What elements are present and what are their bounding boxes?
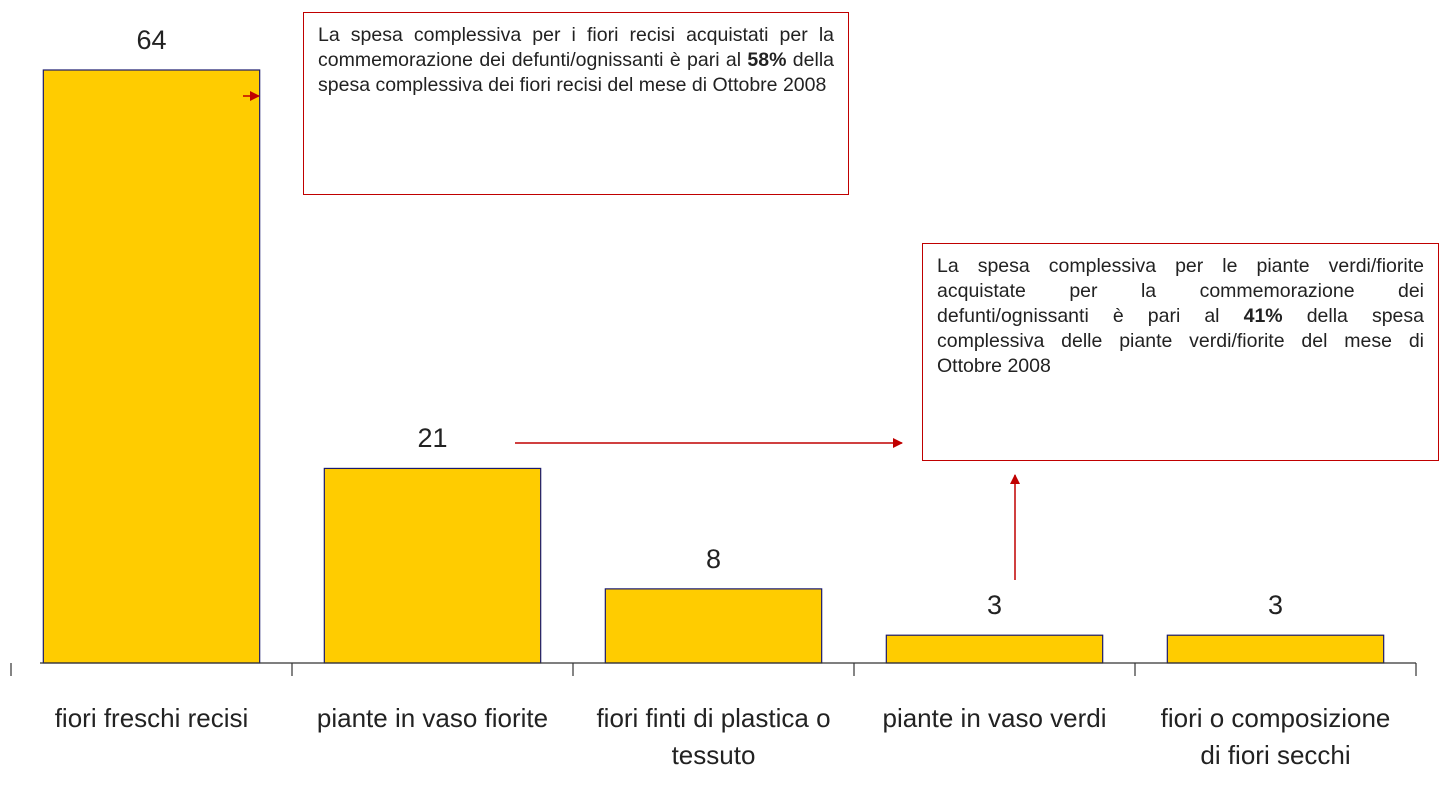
annotation-text: La spesa complessiva per le piante verdi…	[937, 255, 1424, 327]
annotation: La spesa complessiva per i fiori recisi …	[303, 12, 849, 195]
value-label: 21	[417, 423, 448, 454]
annotation-highlight: 41%	[1243, 305, 1283, 327]
value-label: 64	[136, 25, 167, 55]
x-tick-label: fiori freschi recisi	[54, 703, 249, 733]
bar	[323, 467, 542, 664]
bar	[1166, 634, 1385, 664]
value-label: 8	[705, 543, 722, 574]
annotation-text: della spesa complessiva delle piante ver…	[937, 305, 1424, 377]
x-tick-label: piante in vaso fiorite	[316, 703, 549, 733]
annotation-highlight: 58%	[747, 49, 787, 71]
bar	[885, 634, 1104, 664]
annotation-text: La spesa complessiva per i fiori recisi …	[318, 24, 834, 71]
x-tick-label: fiori o composizione di fiori secchi	[1160, 703, 1391, 770]
x-tick-label: piante in vaso verdi	[882, 703, 1107, 733]
value-label: 3	[1267, 590, 1284, 621]
bar	[42, 69, 261, 664]
x-tick-label: fiori finti di plastica o tessuto	[596, 703, 831, 770]
annotation-text: della spesa complessiva dei fiori recisi…	[318, 49, 835, 96]
value-label: 3	[986, 590, 1003, 621]
bar	[604, 588, 823, 664]
annotation: La spesa complessiva per le piante verdi…	[922, 243, 1439, 461]
